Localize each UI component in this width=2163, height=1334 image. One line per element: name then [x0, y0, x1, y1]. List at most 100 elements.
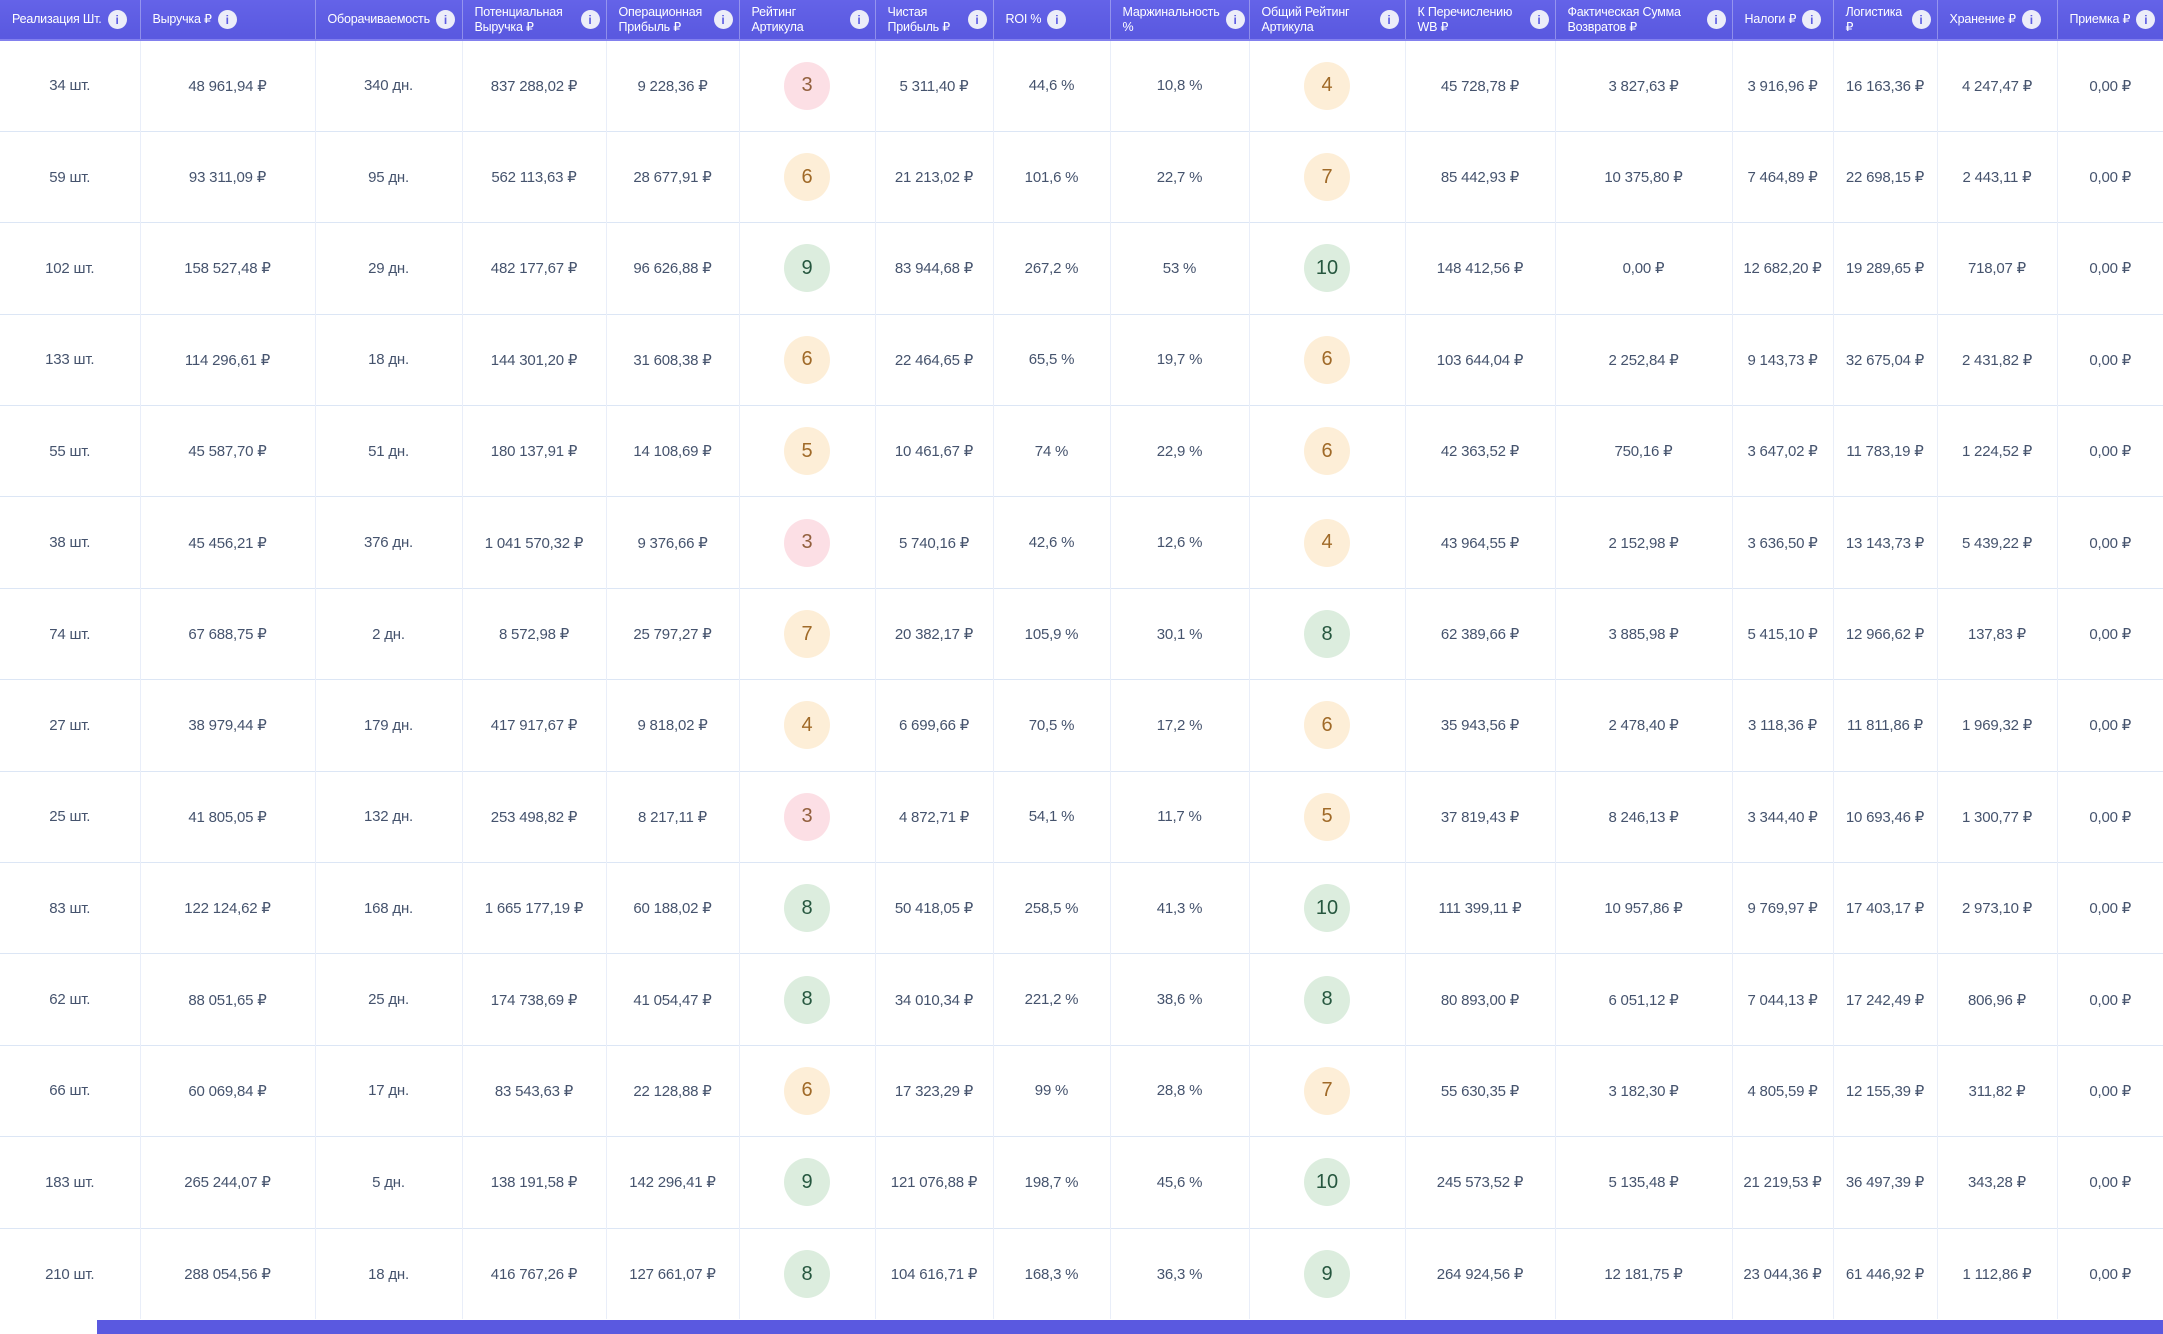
- column-header-storage[interactable]: Хранение ₽ i: [1936, 0, 2057, 41]
- cell-value: 34 010,34 ₽: [894, 991, 974, 1009]
- cell-marginality: 36,3 %: [1109, 1227, 1249, 1320]
- cell-potential-revenue: 1 041 570,32 ₽: [461, 496, 606, 589]
- cell-value: 32 675,04 ₽: [1845, 351, 1925, 369]
- table-row: 183 шт. 265 244,07 ₽ 5 дн. 138 191,58 ₽ 142 …: [0, 1136, 2163, 1229]
- column-header-potential-revenue[interactable]: Потенциальная Выручка ₽ i: [461, 0, 606, 41]
- column-header-label: Приемка ₽: [2069, 12, 2131, 27]
- column-header-label: Фактическая Сумма Возвратов ₽: [1567, 4, 1682, 34]
- cell-value: 0,00 ₽: [2089, 717, 2132, 735]
- cell-net-profit: 21 213,02 ₽: [874, 130, 993, 223]
- cell-actual-returns-sum: 10 957,86 ₽: [1554, 862, 1732, 954]
- cell-operating-profit: 22 128,88 ₽: [605, 1044, 739, 1137]
- cell-operating-profit: 25 797,27 ₽: [605, 587, 739, 680]
- cell-realization-qty: 83 шт.: [0, 862, 140, 954]
- cell-value: 42,6 %: [1028, 534, 1075, 552]
- info-icon[interactable]: i: [435, 10, 455, 29]
- column-header-logistics[interactable]: Логистика ₽ i: [1832, 0, 1937, 41]
- cell-value: 5 740,16 ₽: [898, 534, 970, 552]
- cell-revenue: 45 587,70 ₽: [139, 405, 315, 497]
- column-header-turnover[interactable]: Оборачиваемость i: [314, 0, 462, 41]
- rating-badge: 6: [784, 1066, 830, 1115]
- info-icon[interactable]: i: [713, 10, 733, 29]
- cell-marginality: 53 %: [1109, 222, 1249, 315]
- cell-roi: 258,5 %: [992, 862, 1110, 954]
- cell-acceptance: 0,00 ₽: [2056, 1044, 2163, 1137]
- info-icon[interactable]: i: [1047, 10, 1067, 29]
- cell-to-transfer-wb: 264 924,56 ₽: [1404, 1227, 1555, 1320]
- info-icon[interactable]: i: [1911, 10, 1931, 29]
- rating-badge: 6: [784, 335, 830, 384]
- cell-marginality: 11,7 %: [1109, 770, 1249, 863]
- info-icon[interactable]: i: [1529, 10, 1549, 29]
- info-icon[interactable]: i: [2136, 10, 2156, 29]
- cell-value: 10 693,46 ₽: [1845, 808, 1925, 826]
- cell-value: 80 893,00 ₽: [1440, 991, 1520, 1009]
- cell-realization-qty: 74 шт.: [0, 587, 140, 680]
- column-header-to-transfer-wb[interactable]: К Перечислению WB ₽ i: [1404, 0, 1555, 41]
- column-header-taxes[interactable]: Налоги ₽ i: [1731, 0, 1833, 41]
- info-icon[interactable]: i: [580, 10, 600, 29]
- cell-logistics: 36 497,39 ₽: [1832, 1136, 1937, 1229]
- cell-storage: 1 224,52 ₽: [1936, 405, 2057, 497]
- info-icon[interactable]: i: [849, 10, 869, 29]
- cell-value: 482 177,67 ₽: [490, 260, 578, 278]
- info-icon[interactable]: i: [217, 10, 237, 29]
- cell-value: 22 464,65 ₽: [894, 351, 974, 369]
- cell-operating-profit: 142 296,41 ₽: [605, 1136, 739, 1229]
- cell-value: 198,7 %: [1024, 1173, 1079, 1191]
- cell-value: 13 143,73 ₽: [1845, 534, 1925, 552]
- table-row: 62 шт. 88 051,65 ₽ 25 дн. 174 738,69 ₽ 41 05…: [0, 953, 2163, 1046]
- info-icon[interactable]: i: [1225, 10, 1245, 29]
- cell-taxes: 3 118,36 ₽: [1731, 679, 1833, 772]
- info-icon[interactable]: i: [967, 10, 987, 29]
- cell-logistics: 12 966,62 ₽: [1832, 587, 1937, 680]
- info-icon[interactable]: i: [1379, 10, 1399, 29]
- cell-value: 36,3 %: [1156, 1265, 1203, 1283]
- info-icon[interactable]: i: [2021, 10, 2041, 29]
- cell-overall-article-rating: 4: [1248, 496, 1405, 589]
- cell-value: 7 464,89 ₽: [1747, 169, 1818, 187]
- cell-value: 103 644,04 ₽: [1436, 351, 1524, 369]
- cell-operating-profit: 127 661,07 ₽: [605, 1227, 739, 1320]
- cell-value: 41,3 %: [1156, 899, 1203, 917]
- cell-marginality: 30,1 %: [1109, 587, 1249, 680]
- cell-value: 718,07 ₽: [1968, 260, 2026, 278]
- info-icon[interactable]: i: [1706, 10, 1726, 29]
- cell-value: 3 118,36 ₽: [1748, 717, 1817, 735]
- cell-value: 45,6 %: [1156, 1173, 1203, 1191]
- cell-value: 0,00 ₽: [2089, 808, 2132, 826]
- cell-to-transfer-wb: 80 893,00 ₽: [1404, 953, 1555, 1046]
- cell-value: 174 738,69 ₽: [490, 991, 578, 1009]
- cell-value: 50 418,05 ₽: [894, 900, 974, 918]
- cell-taxes: 3 647,02 ₽: [1731, 405, 1833, 497]
- info-icon[interactable]: i: [107, 10, 127, 29]
- column-header-label: ROI %: [1005, 12, 1042, 27]
- column-header-net-profit[interactable]: Чистая Прибыль ₽ i: [874, 0, 993, 41]
- cell-net-profit: 104 616,71 ₽: [874, 1227, 993, 1320]
- cell-turnover: 5 дн.: [314, 1136, 462, 1229]
- cell-value: 70,5 %: [1028, 716, 1075, 734]
- cell-acceptance: 0,00 ₽: [2056, 587, 2163, 680]
- column-header-article-rating[interactable]: Рейтинг Артикула i: [738, 0, 875, 41]
- column-header-realization-qty[interactable]: Реализация Шт. i: [0, 0, 140, 41]
- column-header-actual-returns-sum[interactable]: Фактическая Сумма Возвратов ₽ i: [1554, 0, 1732, 41]
- cell-to-transfer-wb: 35 943,56 ₽: [1404, 679, 1555, 772]
- column-header-marginality[interactable]: Маржинальность % i: [1109, 0, 1249, 41]
- column-header-operating-profit[interactable]: Операционная Прибыль ₽ i: [605, 0, 739, 41]
- cell-value: 85 442,93 ₽: [1440, 169, 1520, 187]
- cell-overall-article-rating: 8: [1248, 953, 1405, 1046]
- horizontal-scrollbar[interactable]: [97, 1320, 2163, 1334]
- column-header-roi[interactable]: ROI % i: [992, 0, 1110, 41]
- cell-value: 3 647,02 ₽: [1747, 443, 1818, 461]
- cell-marginality: 41,3 %: [1109, 862, 1249, 954]
- cell-taxes: 23 044,36 ₽: [1731, 1227, 1833, 1320]
- cell-storage: 2 443,11 ₽: [1936, 130, 2057, 223]
- cell-value: 38,6 %: [1156, 991, 1203, 1009]
- cell-value: 0,00 ₽: [2089, 534, 2132, 552]
- column-header-overall-article-rating[interactable]: Общий Рейтинг Артикула i: [1248, 0, 1405, 41]
- cell-potential-revenue: 837 288,02 ₽: [461, 40, 606, 132]
- info-icon[interactable]: i: [1802, 10, 1822, 29]
- column-header-acceptance[interactable]: Приемка ₽ i: [2056, 0, 2163, 41]
- column-header-revenue[interactable]: Выручка ₽ i: [139, 0, 315, 41]
- cell-acceptance: 0,00 ₽: [2056, 405, 2163, 497]
